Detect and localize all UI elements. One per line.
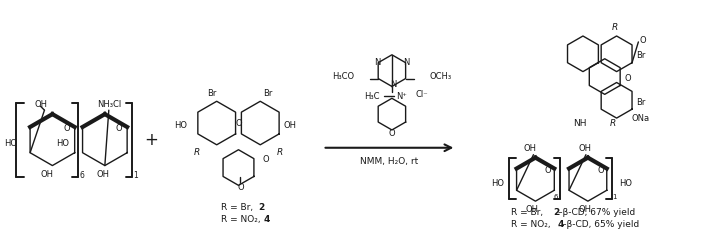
Text: O: O — [63, 124, 70, 133]
Polygon shape — [82, 114, 127, 166]
Text: OH: OH — [526, 205, 539, 214]
Text: N⁺: N⁺ — [396, 92, 407, 101]
Text: O: O — [237, 183, 244, 192]
Text: HO: HO — [620, 179, 633, 188]
Polygon shape — [569, 158, 607, 201]
Text: 4: 4 — [263, 215, 270, 225]
Text: H₃CO: H₃CO — [332, 72, 355, 81]
Text: OH: OH — [578, 205, 591, 214]
Text: N: N — [390, 80, 396, 89]
Text: NMM, H₂O, rt: NMM, H₂O, rt — [360, 157, 418, 166]
Polygon shape — [601, 82, 632, 118]
Text: OH: OH — [283, 120, 297, 130]
Text: 1: 1 — [612, 194, 617, 200]
Text: –β-CD, 65% yield: –β-CD, 65% yield — [562, 220, 639, 229]
Text: OCH₃: OCH₃ — [430, 72, 452, 81]
Text: 6: 6 — [79, 171, 84, 180]
Text: H₃C: H₃C — [365, 92, 380, 101]
Polygon shape — [568, 36, 598, 72]
Text: 6: 6 — [554, 194, 558, 200]
Text: 1: 1 — [133, 171, 138, 180]
Text: Br: Br — [636, 51, 645, 60]
Text: +: + — [144, 131, 158, 149]
Text: R = Br,: R = Br, — [221, 203, 253, 212]
Text: NH: NH — [573, 118, 587, 128]
Text: 4: 4 — [557, 220, 563, 229]
Polygon shape — [589, 59, 620, 94]
Text: HO: HO — [490, 179, 504, 188]
Polygon shape — [30, 114, 74, 166]
Text: R = Br,: R = Br, — [511, 208, 546, 216]
Text: HO: HO — [4, 139, 16, 148]
Text: –β-CD, 67% yield: –β-CD, 67% yield — [558, 208, 636, 216]
Text: OH: OH — [97, 170, 109, 179]
Text: O: O — [624, 74, 631, 83]
Text: Br: Br — [636, 98, 645, 107]
Text: R: R — [194, 148, 200, 157]
Text: Br: Br — [264, 89, 273, 98]
Polygon shape — [516, 158, 554, 201]
Text: N: N — [403, 58, 410, 67]
Text: OH: OH — [524, 144, 537, 153]
Text: NH₃Cl: NH₃Cl — [97, 100, 121, 109]
Polygon shape — [378, 98, 405, 130]
Text: O: O — [639, 37, 646, 45]
Text: R = NO₂,: R = NO₂, — [221, 215, 260, 225]
Text: O: O — [116, 124, 122, 133]
Text: OH: OH — [578, 144, 591, 153]
Text: ONa: ONa — [631, 114, 649, 122]
Polygon shape — [223, 150, 254, 185]
Text: HO: HO — [56, 139, 69, 148]
Text: R: R — [277, 148, 283, 157]
Text: O: O — [598, 166, 604, 175]
Text: 2: 2 — [553, 208, 560, 216]
Text: O: O — [388, 130, 395, 138]
Polygon shape — [242, 101, 279, 145]
Text: O: O — [235, 118, 242, 128]
Text: OH: OH — [41, 170, 54, 179]
Text: R: R — [609, 118, 616, 128]
Polygon shape — [378, 55, 405, 86]
Text: N: N — [374, 58, 380, 67]
Text: OH: OH — [34, 100, 47, 109]
Text: Br: Br — [207, 89, 217, 98]
Text: O: O — [263, 155, 270, 164]
Text: O: O — [545, 166, 551, 175]
Text: Cl⁻: Cl⁻ — [415, 90, 428, 99]
Text: R = NO₂,: R = NO₂, — [511, 220, 553, 229]
Polygon shape — [601, 36, 632, 72]
Text: HO: HO — [174, 120, 187, 130]
Polygon shape — [198, 101, 235, 145]
Text: R: R — [611, 23, 618, 32]
Text: 2: 2 — [258, 203, 265, 212]
